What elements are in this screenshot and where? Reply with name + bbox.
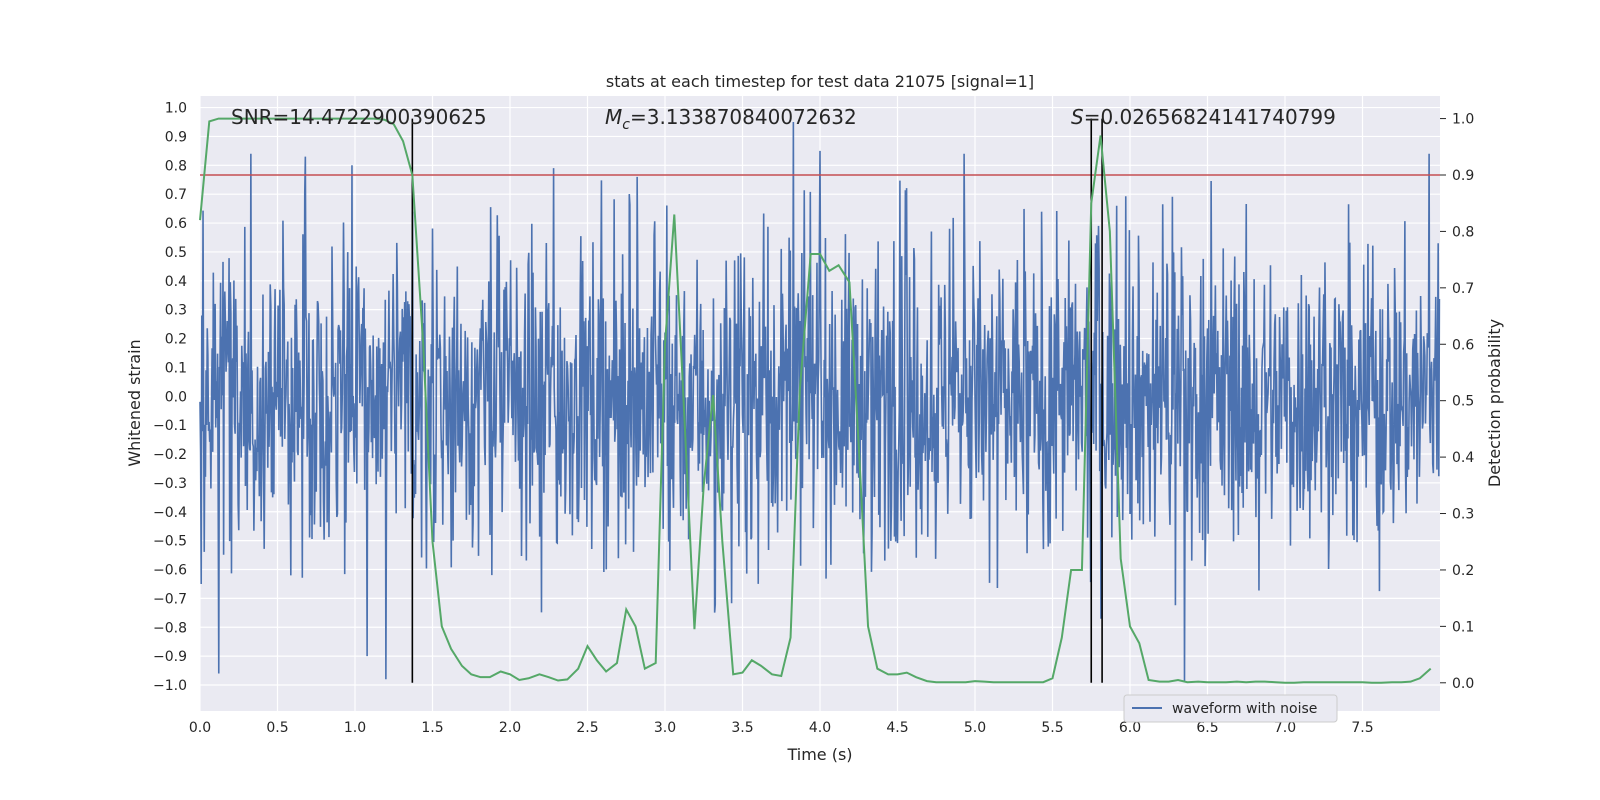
chirp-mass-value: =3.133870840072632	[630, 105, 857, 129]
y-left-tick-label: −0.1	[153, 418, 187, 434]
y-left-tick-label: 0.9	[165, 129, 187, 145]
x-tick-label: 4.0	[809, 720, 831, 736]
y-left-tick-label: 0.5	[165, 245, 187, 261]
spin-value: =0.02656824141740799	[1084, 105, 1336, 129]
x-tick-label: 3.5	[731, 720, 753, 736]
y-left-tick-label: 1.0	[165, 101, 187, 117]
y-left-tick-label: 0.6	[165, 216, 187, 232]
y-left-tick-label: −0.7	[153, 591, 187, 607]
legend: waveform with noise	[1123, 694, 1338, 723]
x-tick-label: 3.0	[654, 720, 676, 736]
y-right-tick-label: 0.2	[1452, 563, 1474, 579]
waveform-line	[199, 121, 1441, 683]
spin-annotation: S=0.02656824141740799	[1071, 105, 1336, 129]
y-left-tick-label: 0.2	[165, 332, 187, 348]
snr-annotation: SNR=14.4722900390625	[231, 105, 487, 129]
y-left-axis-ticks: −1.0 −0.9 −0.8 −0.7 −0.6 −0.5 −0.4 −0.3 −0.2 −0.1…	[153, 101, 187, 694]
y-right-axis-ticks: 0.0 0.1 0.2 0.3 0.4 0.5 0.6 0.7 0.8 0.9 1.0	[1440, 112, 1474, 692]
x-tick-label: 1.5	[421, 720, 443, 736]
y-left-tick-label: −0.6	[153, 563, 187, 579]
x-tick-label: 0.5	[266, 720, 288, 736]
y-right-tick-label: 0.8	[1452, 224, 1474, 240]
x-tick-label: 5.0	[964, 720, 986, 736]
y-left-tick-label: 0.0	[165, 389, 187, 405]
y-left-tick-label: −0.4	[153, 505, 187, 521]
y-right-tick-label: 0.6	[1452, 337, 1474, 353]
y-left-tick-label: 0.7	[165, 187, 187, 203]
x-tick-label: 1.0	[344, 720, 366, 736]
y-right-tick-label: 0.0	[1452, 676, 1474, 692]
chirp-mass-symbol: M	[605, 105, 622, 129]
chart-title: stats at each timestep for test data 210…	[606, 72, 1034, 91]
x-tick-label: 2.0	[499, 720, 521, 736]
y-right-tick-label: 0.5	[1452, 394, 1474, 410]
x-tick-label: 6.0	[1119, 720, 1141, 736]
y-left-tick-label: −0.5	[153, 534, 187, 550]
legend-box	[1123, 694, 1338, 723]
y-left-tick-label: −0.2	[153, 447, 187, 463]
y-right-tick-label: 1.0	[1452, 112, 1474, 128]
y-left-tick-label: −1.0	[153, 678, 187, 694]
y-left-tick-label: 0.4	[165, 274, 187, 290]
x-tick-label: 7.5	[1351, 720, 1373, 736]
x-tick-label: 6.5	[1196, 720, 1218, 736]
y-left-tick-label: 0.8	[165, 158, 187, 174]
chirp-mass-subscript: c	[622, 117, 630, 133]
y-left-tick-label: −0.8	[153, 620, 187, 636]
y-left-axis-label: Whitened strain	[125, 339, 144, 466]
x-tick-label: 4.5	[886, 720, 908, 736]
spin-symbol: S	[1071, 105, 1084, 129]
legend-label: waveform with noise	[1172, 701, 1317, 717]
y-right-tick-label: 0.7	[1452, 281, 1474, 297]
x-axis-ticks: 0.0 0.5 1.0 1.5 2.0 2.5 3.0 3.5 4.0 4.5 5.0 5.5 6.0 6…	[189, 720, 1374, 736]
x-tick-label: 2.5	[576, 720, 598, 736]
y-left-tick-label: 0.3	[165, 303, 187, 319]
y-right-tick-label: 0.9	[1452, 168, 1474, 184]
y-right-tick-label: 0.3	[1452, 507, 1474, 523]
y-left-tick-label: 0.1	[165, 360, 187, 376]
y-right-tick-label: 0.4	[1452, 450, 1474, 466]
probability-series	[199, 117, 1432, 684]
probability-line	[199, 117, 1432, 684]
y-left-tick-label: −0.9	[153, 649, 187, 665]
y-left-tick-label: −0.3	[153, 476, 187, 492]
x-tick-label: 7.0	[1274, 720, 1296, 736]
x-tick-label: 0.0	[189, 720, 211, 736]
x-tick-label: 5.5	[1041, 720, 1063, 736]
y-right-tick-label: 0.1	[1452, 619, 1474, 635]
chirp-mass-annotation: Mc=3.133870840072632	[605, 105, 857, 133]
y-right-axis-label: Detection probability	[1485, 319, 1504, 487]
x-axis-label: Time (s)	[786, 745, 852, 764]
waveform-series	[199, 121, 1441, 683]
